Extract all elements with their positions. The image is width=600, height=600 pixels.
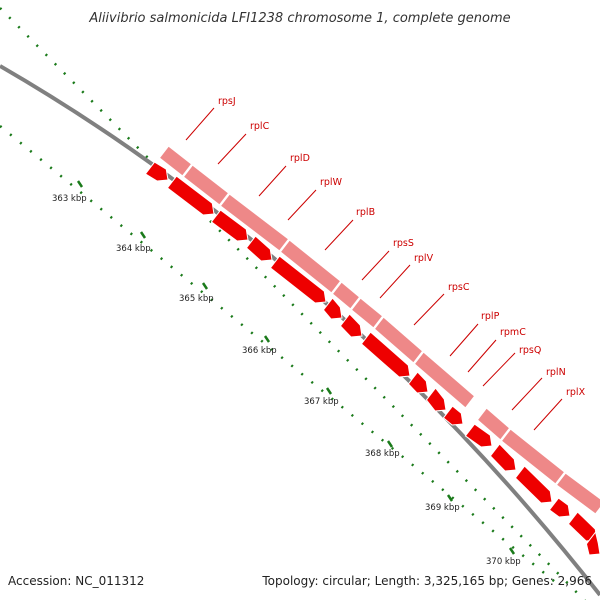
- gene-label-rplN[interactable]: rplN: [511, 367, 566, 411]
- gene-label-rplX[interactable]: rplX: [533, 387, 586, 431]
- accession-text: Accession: NC_011312: [8, 574, 144, 588]
- kbp-label-366: 366 kbp: [242, 346, 277, 356]
- gene-name-rplP: rplP: [481, 311, 500, 322]
- genome-summary-text: Topology: circular; Length: 3,325,165 bp…: [261, 574, 592, 588]
- cds-inner-track: [144, 161, 600, 556]
- cds-inner-arrow-0[interactable]: [144, 161, 169, 182]
- cds-outer-segment-0[interactable]: [158, 145, 193, 177]
- cds-outer-segment-6[interactable]: [373, 316, 424, 364]
- gene-label-rplC[interactable]: rplC: [217, 121, 270, 165]
- cds-outer-segment-1[interactable]: [182, 164, 230, 206]
- kbp-label-367: 367 kbp: [304, 397, 339, 407]
- kbp-ticks: [76, 180, 516, 555]
- gene-name-rplV: rplV: [414, 253, 434, 264]
- gene-name-rpsC: rpsC: [448, 282, 470, 293]
- cds-outer-segment-2[interactable]: [219, 193, 290, 252]
- kbp-labels: 363 kbp 364 kbp 365 kbp 366 kbp 367 kbp …: [52, 194, 521, 567]
- gene-name-rplB: rplB: [356, 207, 375, 218]
- gene-label-rplP[interactable]: rplP: [449, 311, 500, 357]
- cds-inner-arrow-10[interactable]: [442, 405, 464, 426]
- gene-name-rpsQ: rpsQ: [519, 345, 541, 356]
- cds-outer-segment-5[interactable]: [350, 297, 384, 329]
- gene-label-rplW[interactable]: rplW: [287, 177, 343, 221]
- cds-inner-arrow-9[interactable]: [425, 387, 447, 412]
- kbp-tick-363: [76, 180, 84, 188]
- cds-outer-segment-7[interactable]: [413, 351, 476, 409]
- cds-inner-arrow-16[interactable]: [585, 530, 600, 556]
- kbp-tick-366: [263, 335, 271, 343]
- map-title: Aliivibrio salmonicida LFI1238 chromosom…: [88, 11, 510, 26]
- kbp-label-368: 368 kbp: [365, 449, 400, 459]
- gene-name-rplC: rplC: [250, 121, 270, 132]
- cds-inner-arrow-4[interactable]: [269, 255, 327, 304]
- gene-name-rpsS: rpsS: [393, 238, 414, 249]
- gene-name-rplD: rplD: [290, 153, 310, 164]
- cds-inner-arrow-3[interactable]: [245, 235, 273, 262]
- kbp-tick-369: [446, 494, 454, 502]
- cds-inner-arrow-1[interactable]: [166, 175, 215, 216]
- cds-outer-track: [158, 145, 600, 515]
- kbp-tick-368: [386, 440, 394, 448]
- cds-inner-arrow-8[interactable]: [407, 371, 429, 394]
- cds-inner-arrow-14[interactable]: [548, 497, 571, 518]
- cds-inner-arrow-12[interactable]: [489, 443, 517, 472]
- gene-name-rpmC: rpmC: [500, 327, 526, 338]
- cds-inner-arrow-2[interactable]: [210, 209, 249, 242]
- kbp-tick-365: [201, 282, 209, 290]
- gene-name-rpsJ: rpsJ: [218, 96, 236, 107]
- cds-outer-segment-3[interactable]: [279, 239, 342, 294]
- gene-label-rpsJ[interactable]: rpsJ: [185, 96, 236, 141]
- gene-label-rpsS[interactable]: rpsS: [361, 238, 414, 281]
- kbp-label-364: 364 kbp: [116, 244, 151, 254]
- cds-inner-arrow-7[interactable]: [360, 331, 411, 378]
- cds-inner-arrow-6[interactable]: [339, 313, 363, 338]
- gene-label-rpsQ[interactable]: rpsQ: [482, 345, 541, 387]
- cds-inner-arrow-5[interactable]: [322, 297, 343, 320]
- cds-inner-arrow-13[interactable]: [514, 465, 553, 504]
- kbp-label-370: 370 kbp: [486, 557, 521, 567]
- tick-dots-outer: [0, 7, 586, 600]
- kbp-label-369: 369 kbp: [425, 503, 460, 513]
- kbp-tick-367: [325, 387, 333, 395]
- gene-name-rplX: rplX: [566, 387, 586, 398]
- cds-inner-arrow-11[interactable]: [464, 423, 493, 448]
- gene-labels: rpsJ rplC rplD rplW rplB rpsS rplV rpsC: [185, 96, 586, 431]
- kbp-tick-370: [508, 547, 516, 555]
- gene-label-rplB[interactable]: rplB: [324, 207, 375, 251]
- gene-name-rplN: rplN: [546, 367, 566, 378]
- gene-label-rpmC[interactable]: rpmC: [467, 327, 526, 373]
- cds-outer-segment-4[interactable]: [331, 281, 361, 310]
- gene-label-rpsC[interactable]: rpsC: [413, 282, 470, 326]
- kbp-label-365: 365 kbp: [179, 294, 214, 304]
- kbp-tick-364: [139, 231, 147, 239]
- cds-outer-segment-9[interactable]: [500, 428, 566, 485]
- gene-name-rplW: rplW: [320, 177, 343, 188]
- kbp-label-363: 363 kbp: [52, 194, 87, 204]
- gene-label-rplD[interactable]: rplD: [258, 153, 310, 197]
- gene-label-rplV[interactable]: rplV: [379, 253, 434, 299]
- cds-outer-segment-10[interactable]: [555, 472, 600, 515]
- cds-outer-segment-8[interactable]: [476, 407, 511, 441]
